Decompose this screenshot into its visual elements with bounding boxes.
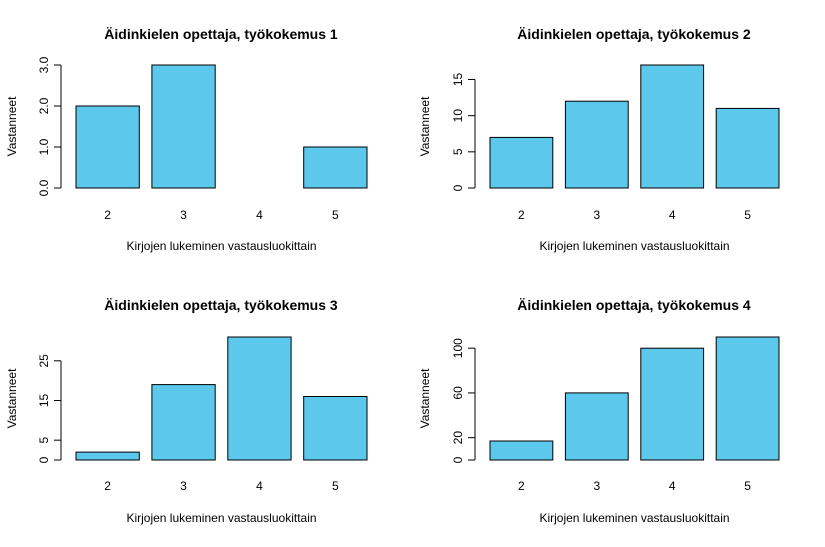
chart-panel-1: Äidinkielen opettaja, työkokemus 1 2 3 4 5 0.… xyxy=(5,26,368,253)
y-axis-label: Vastanneet xyxy=(5,96,19,156)
y-tick-label: 5 xyxy=(451,148,465,155)
chart-title: Äidinkielen opettaja, työkokemus 4 xyxy=(517,297,751,313)
x-tick-label: 4 xyxy=(256,208,263,222)
bar-4 xyxy=(640,64,705,189)
bar-5 xyxy=(715,107,780,189)
y-tick-label: 100 xyxy=(451,338,465,358)
bar-2 xyxy=(489,136,554,189)
bar-4 xyxy=(640,347,705,461)
y-tick-label: 2.0 xyxy=(37,97,51,114)
y-tick-label: 0 xyxy=(37,456,51,463)
y-tick-label: 3.0 xyxy=(37,56,51,73)
y-axis-label: Vastanneet xyxy=(5,368,19,428)
chart-panel-2: Äidinkielen opettaja, työkokemus 2 2 3 4 5 0 5… xyxy=(418,26,780,253)
chart-title: Äidinkielen opettaja, työkokemus 3 xyxy=(104,297,338,313)
x-tick-label: 4 xyxy=(669,479,676,493)
bar-5 xyxy=(303,146,368,189)
x-tick-label: 5 xyxy=(332,479,339,493)
x-axis-label: Kirjojen lukeminen vastausluokittain xyxy=(539,239,729,253)
y-tick-label: 60 xyxy=(451,386,465,400)
x-tick-label: 3 xyxy=(593,208,600,222)
y-tick-label: 0 xyxy=(451,184,465,191)
y-tick-label: 15 xyxy=(37,393,51,407)
y-tick-label: 15 xyxy=(451,72,465,86)
chart-title: Äidinkielen opettaja, työkokemus 1 xyxy=(104,26,338,42)
chart-title: Äidinkielen opettaja, työkokemus 2 xyxy=(517,26,751,42)
x-tick-label: 2 xyxy=(518,208,525,222)
y-axis-label: Vastanneet xyxy=(418,96,432,156)
y-tick-label: 20 xyxy=(451,431,465,445)
bar-5 xyxy=(303,396,368,461)
y-tick-label: 0.0 xyxy=(37,179,51,196)
x-tick-label: 4 xyxy=(256,479,263,493)
x-tick-label: 5 xyxy=(332,208,339,222)
bar-3 xyxy=(564,100,629,189)
y-tick-label: 1.0 xyxy=(37,138,51,155)
x-tick-label: 2 xyxy=(104,208,111,222)
bar-3 xyxy=(564,392,629,461)
bar-2 xyxy=(75,105,140,189)
bar-2 xyxy=(489,440,554,461)
y-axis-label: Vastanneet xyxy=(418,368,432,428)
x-tick-label: 5 xyxy=(744,208,751,222)
x-tick-label: 3 xyxy=(180,479,187,493)
y-tick-label: 25 xyxy=(37,354,51,368)
bar-4 xyxy=(227,336,292,461)
chart-panel-3: Äidinkielen opettaja, työkokemus 3 2 3 4 5 0 5… xyxy=(5,297,368,525)
x-tick-label: 3 xyxy=(593,479,600,493)
x-tick-label: 3 xyxy=(180,208,187,222)
bar-5 xyxy=(715,336,780,461)
x-axis-label: Kirjojen lukeminen vastausluokittain xyxy=(539,511,729,525)
chart-panel-4: Äidinkielen opettaja, työkokemus 4 2 3 4 5 0 2… xyxy=(418,297,780,525)
x-tick-label: 2 xyxy=(518,479,525,493)
y-tick-label: 5 xyxy=(37,437,51,444)
x-axis-label: Kirjojen lukeminen vastausluokittain xyxy=(126,511,316,525)
bar-2 xyxy=(75,451,140,461)
bar-3 xyxy=(151,384,216,461)
y-tick-label: 10 xyxy=(451,109,465,123)
bar-3 xyxy=(151,64,216,189)
x-tick-label: 2 xyxy=(104,479,111,493)
x-tick-label: 4 xyxy=(669,208,676,222)
y-tick-label: 0 xyxy=(451,456,465,463)
x-axis-label: Kirjojen lukeminen vastausluokittain xyxy=(126,239,316,253)
x-tick-label: 5 xyxy=(744,479,751,493)
